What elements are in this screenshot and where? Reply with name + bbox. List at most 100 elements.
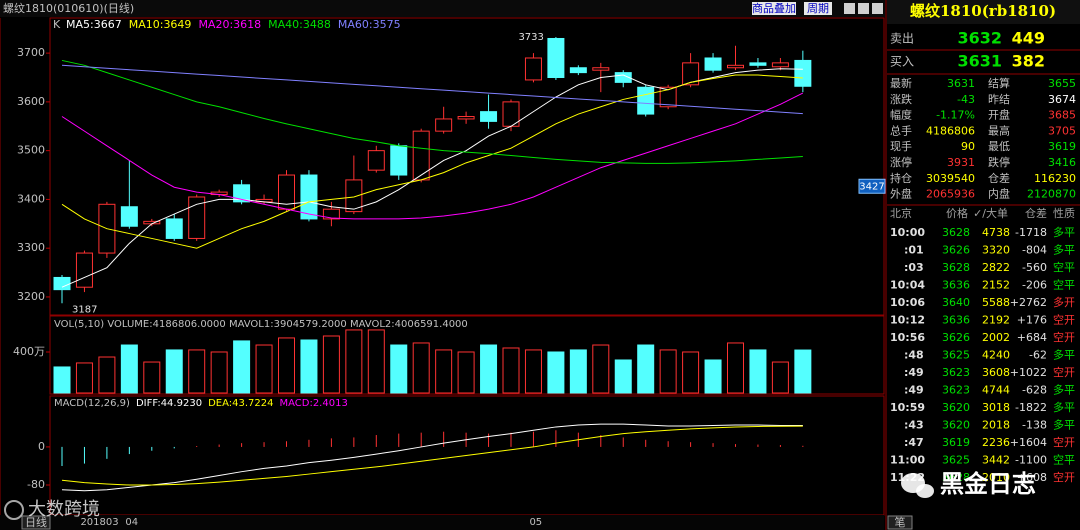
tick-cell: 空开 xyxy=(1053,470,1075,484)
tick-cell: 3442 xyxy=(982,454,1010,467)
candle-body xyxy=(771,62,789,68)
period-tab[interactable] xyxy=(21,515,51,530)
candle-body xyxy=(457,116,475,120)
stat-label: 涨停 xyxy=(890,155,912,169)
volume-bar xyxy=(480,344,498,394)
ticks-tab-label[interactable]: 笔 xyxy=(895,515,906,529)
y-tick-label: 3200 xyxy=(17,290,45,303)
volume-bar xyxy=(75,362,93,394)
candle-body xyxy=(614,72,632,83)
volume-bar xyxy=(345,329,363,394)
button[interactable] xyxy=(804,2,832,15)
candle-body xyxy=(75,252,93,288)
volume-bar xyxy=(771,361,789,394)
tick-cell: :48 xyxy=(904,349,924,362)
candle-body xyxy=(592,67,610,71)
stat-value: 3416 xyxy=(1048,156,1076,169)
cursor-price-box xyxy=(858,178,886,194)
volume-bar xyxy=(524,349,542,394)
tick-cell: 10:59 xyxy=(890,401,925,414)
tick-cell: 3628 xyxy=(942,471,970,484)
period-tab-label[interactable]: 日线 xyxy=(25,515,47,529)
ticks-tab[interactable] xyxy=(887,515,913,530)
tick-header: 价格 xyxy=(946,206,968,220)
tick-header: ✓/大单 xyxy=(973,206,1008,220)
tick-cell: 2822 xyxy=(982,261,1010,274)
macd-legend: DEA:43.7224 xyxy=(208,398,273,409)
tick-cell: -62 xyxy=(1029,349,1047,362)
tick-cell: 空开 xyxy=(1053,435,1075,449)
quote-title: 螺纹1810(rb1810) xyxy=(910,2,1056,20)
volume-bar xyxy=(233,340,251,394)
candle-body xyxy=(412,130,430,181)
y-tick-label: 3500 xyxy=(17,144,45,157)
x-tick-label: 05 xyxy=(529,517,542,528)
volume-bar xyxy=(682,351,700,394)
tick-cell: 10:12 xyxy=(890,314,925,327)
candle-body xyxy=(480,111,498,122)
tick-cell: 多平 xyxy=(1053,383,1075,397)
volume-bar xyxy=(120,344,138,394)
stat-label: 现手 xyxy=(890,139,912,153)
tick-cell: :49 xyxy=(904,384,924,397)
stat-value: 4186806 xyxy=(926,124,975,137)
quote-price: 3631 xyxy=(957,52,1002,71)
window-title: 螺纹1810(010610)(日线) xyxy=(3,1,134,15)
volume-bar xyxy=(569,349,587,394)
tick-cell: 3320 xyxy=(982,244,1010,257)
candle-body xyxy=(704,57,722,71)
stat-value: 2120870 xyxy=(1027,188,1076,201)
watermark-logo xyxy=(916,484,934,498)
stat-value: -43 xyxy=(957,93,975,106)
watermark: 大数跨境 xyxy=(28,499,100,520)
tick-cell: 2236 xyxy=(982,436,1010,449)
stat-label: 昨结 xyxy=(988,93,1010,106)
stat-value: -1.17% xyxy=(936,109,975,122)
window-control[interactable] xyxy=(858,3,869,14)
volume-bar xyxy=(53,366,71,394)
candle-body xyxy=(53,276,71,291)
button-label[interactable]: 周期 xyxy=(807,2,829,15)
tick-cell: 11:00 xyxy=(890,454,925,467)
candle-body xyxy=(749,62,767,66)
tick-cell: -1822 xyxy=(1015,401,1047,414)
button-label[interactable]: 商品叠加 xyxy=(752,1,796,15)
window-control[interactable] xyxy=(844,3,855,14)
stat-label: 外盘 xyxy=(890,187,912,201)
candle-body xyxy=(524,57,542,81)
candle-body xyxy=(367,150,385,171)
tick-cell: 10:00 xyxy=(890,226,925,239)
tick-cell: 2018 xyxy=(982,419,1010,432)
tick-cell: 空开 xyxy=(1053,365,1075,379)
candle-body xyxy=(435,118,453,132)
y-tick-label: 3400 xyxy=(17,192,45,205)
tick-cell: 空开 xyxy=(1053,313,1075,327)
stat-value: 3674 xyxy=(1048,93,1076,106)
tick-cell: 多平 xyxy=(1053,418,1075,432)
volume-bar xyxy=(412,342,430,394)
quote-label: 卖出 xyxy=(890,32,914,46)
candle-body xyxy=(120,206,138,227)
candle-body xyxy=(637,86,655,115)
tick-cell: 2192 xyxy=(982,314,1010,327)
volume-bar xyxy=(278,337,295,394)
stat-label: 跌停 xyxy=(988,155,1010,169)
tick-cell: :49 xyxy=(904,366,924,379)
volume-bar xyxy=(457,351,475,394)
macd-legend: MACD(12,26,9) xyxy=(54,398,130,409)
top-bar xyxy=(0,0,885,17)
tick-cell: 3628 xyxy=(942,261,970,274)
window-control[interactable] xyxy=(872,3,883,14)
tick-cell: 3640 xyxy=(942,296,970,309)
tick-cell: :03 xyxy=(904,261,924,274)
volume-bar xyxy=(727,342,744,394)
tick-cell: 5588 xyxy=(982,296,1010,309)
tick-cell: 10:04 xyxy=(890,279,925,292)
ma-legend: MA5:3667 xyxy=(66,18,122,31)
button[interactable] xyxy=(752,2,796,15)
volume-bar xyxy=(390,344,408,394)
stat-label: 涨跌 xyxy=(890,92,912,106)
tick-cell: 3623 xyxy=(942,384,970,397)
